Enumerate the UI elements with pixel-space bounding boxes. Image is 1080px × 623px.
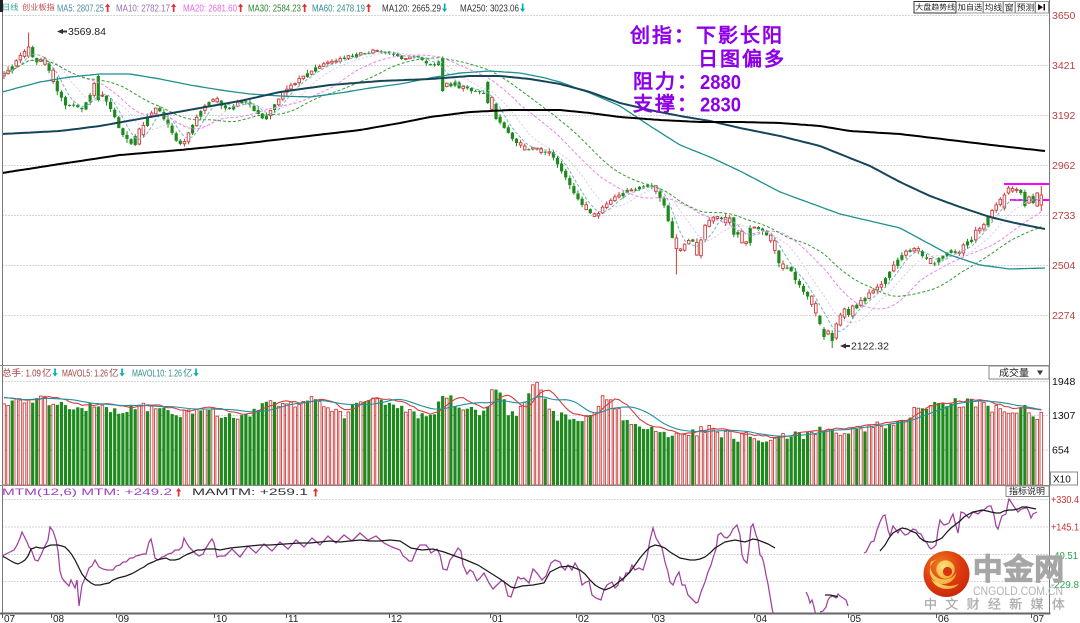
svg-text:MAMTM: +259.1: MAMTM: +259.1 <box>192 487 308 498</box>
svg-text:3192: 3192 <box>1052 110 1076 122</box>
svg-text:06: 06 <box>938 614 950 623</box>
svg-text:MA30: 2584.23: MA30: 2584.23 <box>248 4 301 15</box>
svg-text:02: 02 <box>578 614 590 623</box>
svg-text:MA20: 2681.60: MA20: 2681.60 <box>183 4 237 15</box>
svg-text:MA60: 2478.19: MA60: 2478.19 <box>312 4 365 15</box>
svg-text:X10: X10 <box>1053 475 1071 486</box>
svg-text:654: 654 <box>1052 445 1070 457</box>
svg-text:MA120: 2665.29: MA120: 2665.29 <box>382 4 441 15</box>
svg-text:CNGOLD.COM.CN: CNGOLD.COM.CN <box>973 586 1063 598</box>
svg-text:07: 07 <box>1033 614 1045 623</box>
svg-text:07: 07 <box>4 614 16 623</box>
svg-text:2880: 2880 <box>700 72 741 94</box>
svg-text:MAVOL5: 1.26: MAVOL5: 1.26 <box>62 369 108 380</box>
svg-text:3650: 3650 <box>1052 10 1076 22</box>
svg-text:12: 12 <box>391 614 403 623</box>
svg-text:: 1.09: : 1.09 <box>21 369 41 380</box>
svg-text:3421: 3421 <box>1052 60 1076 72</box>
svg-text:09: 09 <box>118 614 130 623</box>
svg-text:MAVOL10: 1.26: MAVOL10: 1.26 <box>132 369 182 380</box>
svg-text:11: 11 <box>288 614 299 623</box>
svg-text:3569.84: 3569.84 <box>68 26 106 38</box>
svg-text:10: 10 <box>216 614 228 623</box>
svg-text:2504: 2504 <box>1052 260 1076 272</box>
svg-text:2733: 2733 <box>1052 210 1076 222</box>
svg-text:-229.8: -229.8 <box>1051 580 1079 591</box>
svg-text:2830: 2830 <box>700 95 741 117</box>
svg-text:01: 01 <box>492 614 504 623</box>
svg-text:1948: 1948 <box>1052 376 1076 388</box>
svg-text:2274: 2274 <box>1052 310 1076 322</box>
svg-text:-40.51: -40.51 <box>1051 551 1078 562</box>
svg-text:MA10: 2782.17: MA10: 2782.17 <box>116 4 170 15</box>
svg-text:MA5: 2807.25: MA5: 2807.25 <box>57 4 104 15</box>
svg-text:MA250: 3023.06: MA250: 3023.06 <box>460 4 519 15</box>
svg-text:05: 05 <box>850 614 862 623</box>
svg-text:08: 08 <box>53 614 65 623</box>
svg-text:+145.1: +145.1 <box>1051 523 1079 534</box>
svg-text:2962: 2962 <box>1052 160 1076 172</box>
svg-text:1307: 1307 <box>1052 410 1076 422</box>
svg-text:04: 04 <box>756 614 768 623</box>
svg-text:03: 03 <box>654 614 666 623</box>
svg-text:2122.32: 2122.32 <box>851 341 889 353</box>
svg-text:MTM(12,6) MTM: +249.2: MTM(12,6) MTM: +249.2 <box>2 487 172 498</box>
svg-text:+330.4: +330.4 <box>1051 495 1079 506</box>
